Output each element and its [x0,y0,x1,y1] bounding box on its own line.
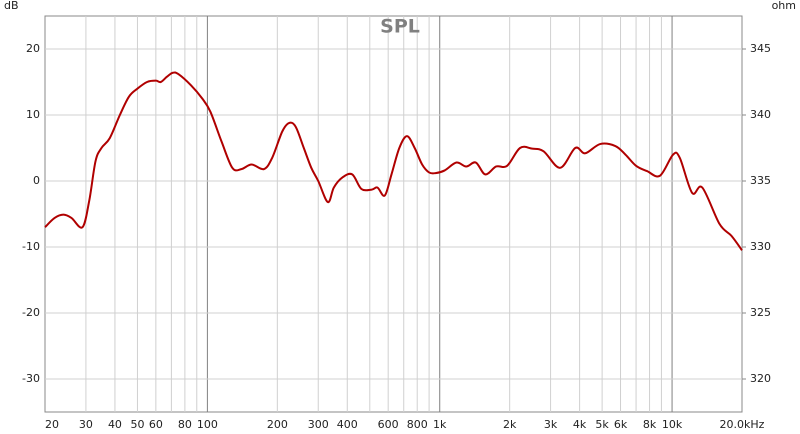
y-tick-label: 0 [33,174,40,187]
x-tick-label: 4k [573,418,587,431]
x-tick-label: 10k [662,418,683,431]
x-tick-label: 200 [267,418,288,431]
x-tick-label: 300 [308,418,329,431]
x-tick-label: 80 [178,418,192,431]
y-tick-label: -30 [22,372,40,385]
y-axis-label: dB [4,0,19,12]
y2-axis-label: ohm [772,0,796,12]
y2-tick-label: 325 [750,306,771,319]
y2-tick-label: 320 [750,372,771,385]
x-tick-label: 60 [149,418,163,431]
y-tick-label: 10 [26,108,40,121]
x-tick-label: 2k [503,418,517,431]
y2-tick-label: 330 [750,240,771,253]
x-tick-label: 3k [544,418,558,431]
y2-tick-label: 345 [750,42,771,55]
plot-area [44,15,743,413]
x-tick-label: 20 [45,418,59,431]
chart-title: SPL [380,16,420,38]
x-tick-label: 6k [614,418,628,431]
x-tick-label: 1k [433,418,447,431]
spl-curve [44,71,743,251]
x-tick-label: 30 [79,418,93,431]
x-tick-label: 8k [643,418,657,431]
x-tick-label: 400 [337,418,358,431]
y2-tick-label: 340 [750,108,771,121]
y-tick-label: -10 [22,240,40,253]
x-tick-label: 50 [130,418,144,431]
y-tick-label: -20 [22,306,40,319]
y-tick-label: 20 [26,42,40,55]
x-tick-label: 600 [378,418,399,431]
x-tick-label: 5k [595,418,609,431]
x-tick-label: 20.0kHz [720,418,765,431]
x-tick-label: 100 [197,418,218,431]
x-tick-label: 800 [407,418,428,431]
y2-tick-label: 335 [750,174,771,187]
x-tick-label: 40 [108,418,122,431]
